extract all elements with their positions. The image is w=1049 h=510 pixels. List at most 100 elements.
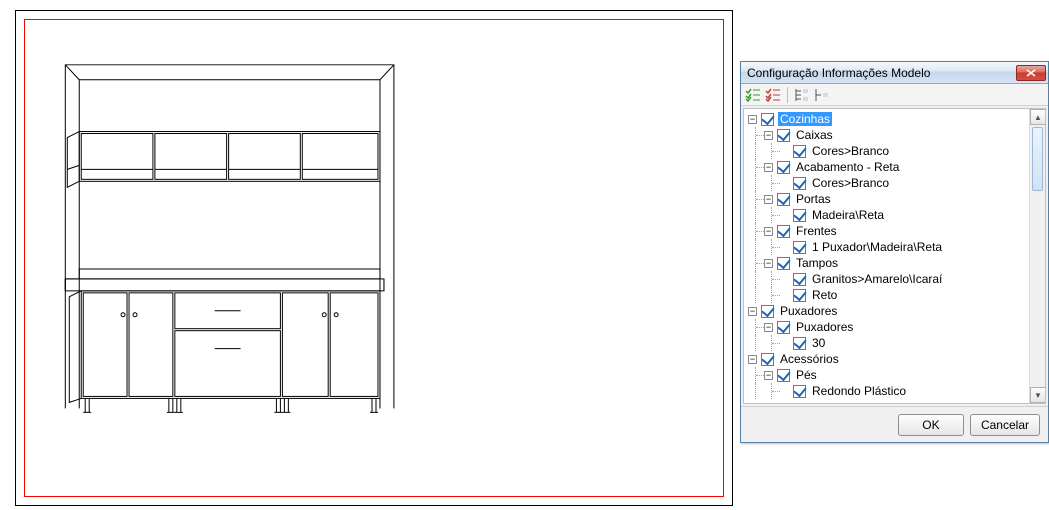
scroll-down-button[interactable]: ▼ (1030, 387, 1046, 403)
tree-expand-toggle[interactable] (748, 307, 757, 316)
tree-row[interactable]: Redondo Plástico (748, 383, 1029, 399)
tree-checkbox[interactable] (793, 273, 806, 286)
tree-guide (764, 143, 780, 159)
tree-row[interactable]: Cozinhas (748, 111, 1029, 127)
tree-expand-toggle[interactable] (764, 195, 773, 204)
tree-row[interactable]: Reto (748, 287, 1029, 303)
tree-item-label[interactable]: Acessórios (778, 352, 841, 366)
tree-item-label[interactable]: Frentes (794, 224, 839, 238)
tree-checkbox[interactable] (793, 385, 806, 398)
tree-checkbox[interactable] (793, 337, 806, 350)
tree-item-label[interactable]: Caixas (794, 128, 835, 142)
config-tree[interactable]: Cozinhas Caixas Cores>Branco Acabamento - R… (744, 109, 1029, 403)
tree-row[interactable]: Tampos (748, 255, 1029, 271)
tree-guide (748, 175, 764, 191)
tree-checkbox[interactable] (777, 129, 790, 142)
close-icon (1026, 69, 1036, 77)
tree-row[interactable]: Puxadores (748, 319, 1029, 335)
tree-checkbox[interactable] (761, 305, 774, 318)
tree-item-label[interactable]: 30 (810, 336, 827, 350)
tree-item-label[interactable]: Redondo Plástico (810, 384, 908, 398)
tree-guide (764, 335, 780, 351)
tree-row[interactable]: Frentes (748, 223, 1029, 239)
tree-row[interactable]: Madeira\Reta (748, 207, 1029, 223)
tree-item-label[interactable]: Reto (810, 288, 839, 302)
tree-leaf-spacer (780, 179, 789, 188)
tree-item-label[interactable]: Cores>Branco (810, 144, 891, 158)
tree-row[interactable]: Cores>Branco (748, 175, 1029, 191)
collapse-tree-icon[interactable] (814, 87, 830, 103)
tree-expand-toggle[interactable] (748, 355, 757, 364)
tree-item-label[interactable]: Acabamento - Reta (794, 160, 901, 174)
tree-guide (764, 207, 780, 223)
tree-item-label[interactable]: Pés (794, 368, 819, 382)
tree-row[interactable]: Cores>Branco (748, 143, 1029, 159)
dialog-toolbar (741, 84, 1048, 106)
tree-checkbox[interactable] (777, 225, 790, 238)
tree-leaf-spacer (780, 291, 789, 300)
tree-guide (748, 255, 764, 271)
config-model-info-dialog: Configuração Informações Modelo (740, 61, 1049, 443)
tree-row[interactable]: 30 (748, 335, 1029, 351)
tree-guide (748, 223, 764, 239)
tree-row[interactable]: Acessórios (748, 351, 1029, 367)
tree-checkbox[interactable] (793, 177, 806, 190)
tree-checkbox[interactable] (777, 321, 790, 334)
tree-guide (748, 239, 764, 255)
tree-item-label[interactable]: Tampos (794, 256, 840, 270)
tree-checkbox[interactable] (793, 209, 806, 222)
tree-checkbox[interactable] (777, 161, 790, 174)
drawing-page-border (24, 19, 724, 497)
tree-checkbox[interactable] (793, 145, 806, 158)
tree-panel: Cozinhas Caixas Cores>Branco Acabamento - R… (743, 108, 1046, 404)
scroll-up-button[interactable]: ▲ (1030, 109, 1046, 125)
tree-item-label[interactable]: Portas (794, 192, 833, 206)
tree-item-label[interactable]: 1 Puxador\Madeira\Reta (810, 240, 944, 254)
vertical-scrollbar[interactable]: ▲ ▼ (1029, 109, 1045, 403)
tree-row[interactable]: Caixas (748, 127, 1029, 143)
tree-row[interactable]: Granitos>Amarelo\Icaraí (748, 271, 1029, 287)
tree-expand-toggle[interactable] (764, 371, 773, 380)
tree-item-label[interactable]: Madeira\Reta (810, 208, 886, 222)
tree-guide (748, 127, 764, 143)
tree-row[interactable]: Pés (748, 367, 1029, 383)
tree-item-label[interactable]: Puxadores (794, 320, 855, 334)
tree-guide (748, 143, 764, 159)
tree-checkbox[interactable] (793, 289, 806, 302)
tree-checkbox[interactable] (777, 369, 790, 382)
tree-checkbox[interactable] (777, 193, 790, 206)
tree-guide (748, 271, 764, 287)
tree-row[interactable]: 1 Puxador\Madeira\Reta (748, 239, 1029, 255)
tree-checkbox[interactable] (793, 241, 806, 254)
expand-tree-icon[interactable] (794, 87, 810, 103)
tree-checkbox[interactable] (761, 353, 774, 366)
tree-guide (764, 175, 780, 191)
tree-expand-toggle[interactable] (764, 163, 773, 172)
tree-expand-toggle[interactable] (764, 131, 773, 140)
tree-guide (764, 383, 780, 399)
scroll-thumb[interactable] (1032, 127, 1043, 191)
tree-row[interactable]: Portas (748, 191, 1029, 207)
tree-expand-toggle[interactable] (748, 115, 757, 124)
tree-checkbox[interactable] (777, 257, 790, 270)
tree-item-label[interactable]: Cores>Branco (810, 176, 891, 190)
tree-item-label[interactable]: Granitos>Amarelo\Icaraí (810, 272, 944, 286)
cancel-button[interactable]: Cancelar (970, 414, 1040, 436)
tree-row[interactable]: Acabamento - Reta (748, 159, 1029, 175)
tree-guide (748, 383, 764, 399)
tree-expand-toggle[interactable] (764, 227, 773, 236)
tree-expand-toggle[interactable] (764, 323, 773, 332)
tree-item-label[interactable]: Cozinhas (778, 112, 832, 126)
tree-item-label[interactable]: Puxadores (778, 304, 839, 318)
check-all-green-icon[interactable] (745, 87, 761, 103)
tree-checkbox[interactable] (761, 113, 774, 126)
tree-row[interactable]: Puxadores (748, 303, 1029, 319)
tree-expand-toggle[interactable] (764, 259, 773, 268)
ok-button[interactable]: OK (898, 414, 964, 436)
tree-guide (764, 239, 780, 255)
check-all-red-icon[interactable] (765, 87, 781, 103)
tree-leaf-spacer (780, 339, 789, 348)
dialog-titlebar[interactable]: Configuração Informações Modelo (741, 62, 1048, 84)
close-button[interactable] (1016, 65, 1046, 81)
tree-guide (748, 367, 764, 383)
